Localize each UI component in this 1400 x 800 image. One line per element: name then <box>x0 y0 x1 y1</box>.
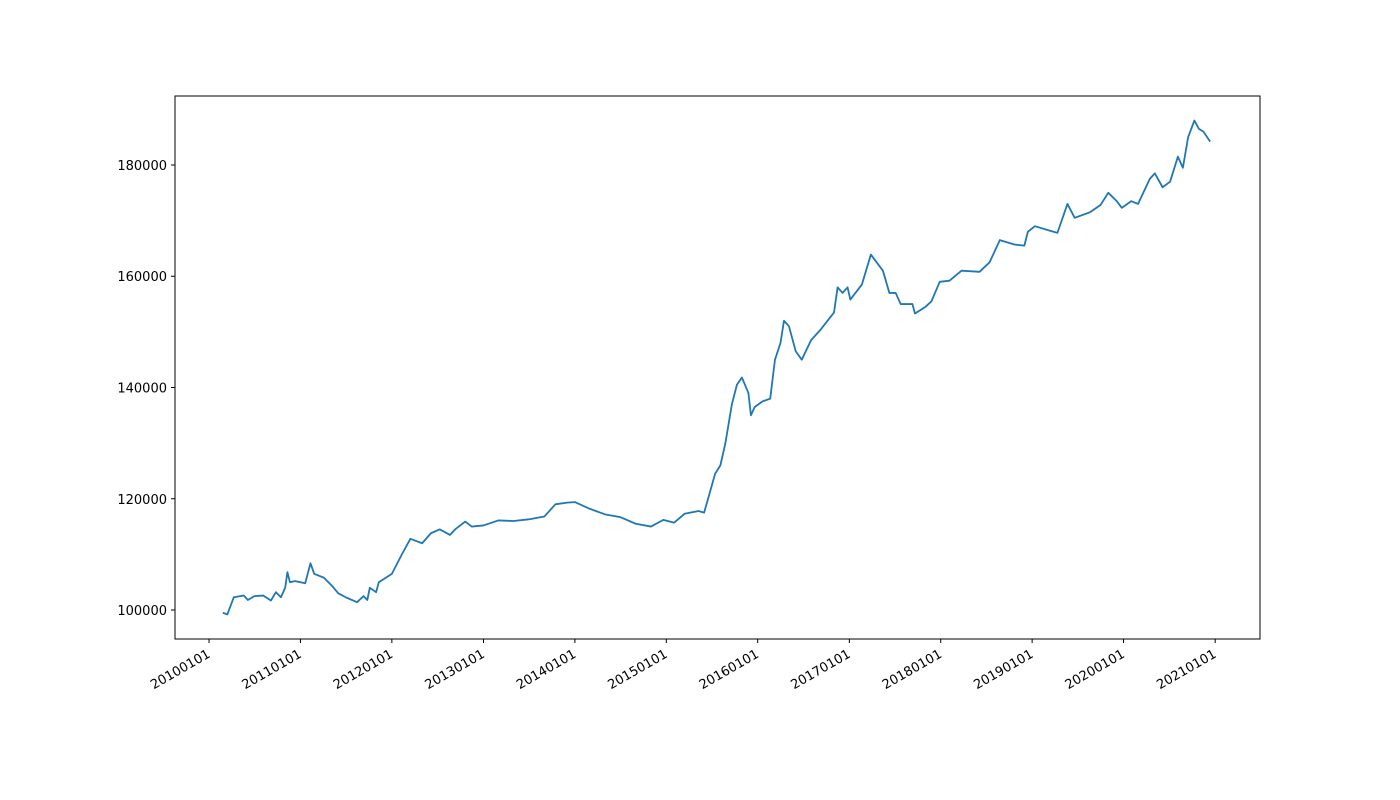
x-tick-label: 20200101 <box>1063 647 1128 693</box>
y-tick-label: 160000 <box>117 270 167 285</box>
x-tick-label: 20210101 <box>1154 647 1219 693</box>
y-tick-label: 100000 <box>117 604 167 619</box>
x-tick-label: 20190101 <box>971 647 1036 693</box>
x-tick-label: 20130101 <box>423 647 488 693</box>
x-tick-label: 20110101 <box>240 647 305 693</box>
x-tick-label: 20140101 <box>514 647 579 693</box>
y-tick-label: 140000 <box>117 382 167 397</box>
x-tick-label: 20120101 <box>331 647 396 693</box>
x-tick-label: 20100101 <box>148 647 213 693</box>
y-tick-label: 120000 <box>117 493 167 508</box>
x-tick-label: 20170101 <box>789 647 854 693</box>
y-tick-label: 180000 <box>117 159 167 174</box>
x-tick-label: 20180101 <box>880 647 945 693</box>
x-tick-label: 20160101 <box>697 647 762 693</box>
line-series <box>222 119 1211 616</box>
x-tick-label: 20150101 <box>605 647 670 693</box>
plot-frame <box>174 95 1261 640</box>
